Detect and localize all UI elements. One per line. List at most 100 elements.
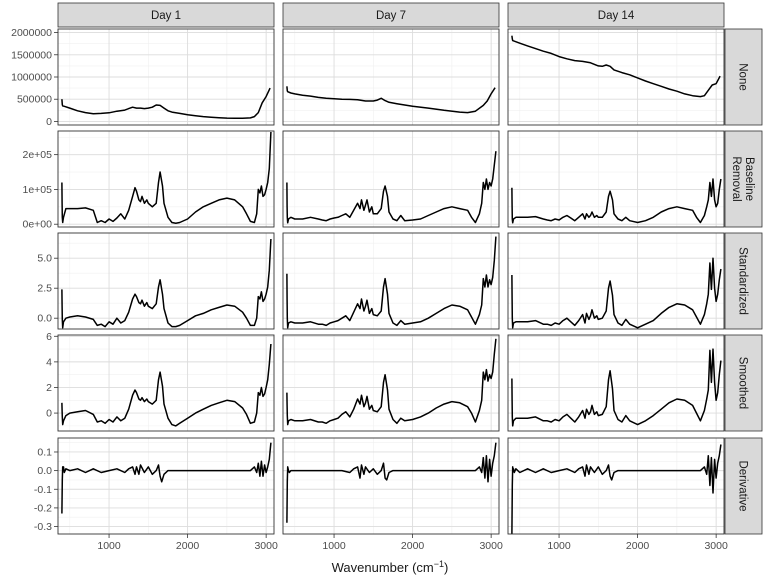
- x-tick-label: 3000: [704, 540, 728, 552]
- spectrum-line-none-day-1: [61, 87, 271, 120]
- row-strip-label: Standardized: [737, 247, 749, 315]
- x-tick-label: 1000: [97, 540, 121, 552]
- y-tick-label: 1500000: [11, 49, 52, 61]
- panel-border: [282, 130, 500, 228]
- row-strip-label-line: Removal: [730, 156, 742, 201]
- panel-baseline-removal-day-1: [57, 130, 275, 228]
- y-tick-label: 0.0: [37, 313, 52, 325]
- row-strip-label-line: Derivative: [737, 460, 749, 511]
- column-strip-day-7: [282, 2, 500, 28]
- panel-smoothed-day-7: [282, 334, 500, 432]
- x-tick-label: 3000: [254, 540, 278, 552]
- row-strip-label-line: Baseline: [743, 157, 755, 201]
- panel-background: [283, 233, 499, 329]
- panel-border: [507, 130, 725, 228]
- y-tick-label: 5.0: [37, 253, 52, 265]
- panel-border: [507, 232, 725, 330]
- column-strip-label: Day 14: [598, 10, 635, 22]
- y-tick-label: 4: [46, 356, 52, 368]
- panel-none-day-14: [507, 28, 725, 126]
- panel-smoothed-day-1: [57, 334, 275, 432]
- spectrum-line-derivative-day-7: [286, 442, 497, 523]
- x-tick-label: 1000: [547, 540, 571, 552]
- panel-border: [57, 130, 275, 228]
- y-tick-label: -0.3: [34, 521, 52, 533]
- x-tick-label: 3000: [479, 540, 503, 552]
- panel-background: [508, 438, 724, 534]
- spectrum-line-none-day-7: [286, 86, 496, 114]
- panel-border: [57, 437, 275, 535]
- panel-baseline-removal-day-7: [282, 130, 500, 228]
- y-tick-label: 0.0: [37, 465, 52, 477]
- panel-derivative-day-1: [57, 437, 275, 535]
- panel-background: [283, 438, 499, 534]
- y-tick-label: 2.5: [37, 283, 52, 295]
- row-strip-derivative: [724, 437, 763, 535]
- spectrum-line-baseline-removal-day-14: [511, 178, 722, 224]
- panel-derivative-day-7: [282, 437, 500, 535]
- row-strip-baseline-removal: [724, 130, 763, 228]
- spectrum-line-baseline-removal-day-1: [61, 131, 272, 224]
- x-tick-label: 2000: [401, 540, 425, 552]
- y-tick-label: 500000: [17, 94, 52, 106]
- panel-border: [507, 334, 725, 432]
- column-strip-label: Day 1: [151, 10, 181, 22]
- panel-background: [283, 131, 499, 227]
- x-tick-label: 2000: [176, 540, 200, 552]
- row-strip-label: Derivative: [737, 460, 749, 511]
- panel-none-day-1: [57, 28, 275, 126]
- y-tick-label: 2e+05: [23, 149, 53, 161]
- row-strip-label: Smoothed: [737, 357, 749, 409]
- column-strip-day-1: [57, 2, 275, 28]
- panel-border: [507, 28, 725, 126]
- panel-none-day-7: [282, 28, 500, 126]
- y-tick-label: 0e+00: [23, 219, 53, 231]
- panel-baseline-removal-day-14: [507, 130, 725, 228]
- spectrum-line-standardized-day-14: [511, 257, 722, 329]
- y-tick-label: -0.1: [34, 484, 52, 496]
- y-tick-label: 1000000: [11, 72, 52, 84]
- ticks-layer: 0 500000 1000000 1500000 2000000 0e+00 1e+05 2e…: [11, 27, 728, 552]
- row-strip-label-line: Standardized: [737, 247, 749, 315]
- y-tick-label: 0.1: [37, 446, 52, 458]
- panel-background: [508, 233, 724, 329]
- panel-border: [57, 232, 275, 330]
- spectrum-line-smoothed-day-7: [286, 338, 497, 426]
- row-strip-label-line: None: [737, 63, 749, 91]
- spectrum-line-smoothed-day-1: [61, 343, 272, 427]
- panel-background: [58, 438, 274, 534]
- y-tick-label: -0.2: [34, 502, 52, 514]
- y-tick-label: 2000000: [11, 27, 52, 39]
- panel-border: [507, 437, 725, 535]
- x-axis-title: Wavenumber (cm−1): [332, 559, 449, 575]
- row-strip-none: [724, 28, 763, 126]
- y-tick-label: 0: [46, 408, 52, 420]
- y-tick-label: 0: [46, 116, 52, 128]
- x-axis-title-tail: ): [444, 560, 448, 575]
- column-strip-label: Day 7: [376, 10, 406, 22]
- panel-border: [282, 28, 500, 126]
- panel-smoothed-day-14: [507, 334, 725, 432]
- y-tick-label: 2: [46, 382, 52, 394]
- panel-standardized-day-7: [282, 232, 500, 330]
- row-strip-label-line: Smoothed: [737, 357, 749, 409]
- row-strip-standardized: [724, 232, 763, 330]
- panel-background: [508, 131, 724, 227]
- panel-border: [282, 232, 500, 330]
- spectrum-line-baseline-removal-day-7: [286, 151, 497, 224]
- x-axis-title-main: Wavenumber (cm: [332, 560, 434, 575]
- panel-border: [282, 334, 500, 432]
- spectrum-line-derivative-day-14: [511, 444, 722, 535]
- panel-standardized-day-1: [57, 232, 275, 330]
- panel-derivative-day-14: [507, 437, 725, 535]
- x-tick-label: 2000: [626, 540, 650, 552]
- y-tick-label: 1e+05: [23, 184, 53, 196]
- spectrum-line-derivative-day-1: [61, 442, 272, 514]
- strips-layer: Day 1 Day 7 Day 14 None BaselineRemoval Stand…: [57, 2, 763, 535]
- spectrum-line-smoothed-day-14: [511, 348, 722, 427]
- spectrum-line-standardized-day-1: [61, 238, 272, 329]
- spectrum-line-none-day-14: [511, 35, 721, 98]
- x-axis-title-superscript: −1: [434, 559, 444, 569]
- row-strip-label: BaselineRemoval: [730, 156, 755, 201]
